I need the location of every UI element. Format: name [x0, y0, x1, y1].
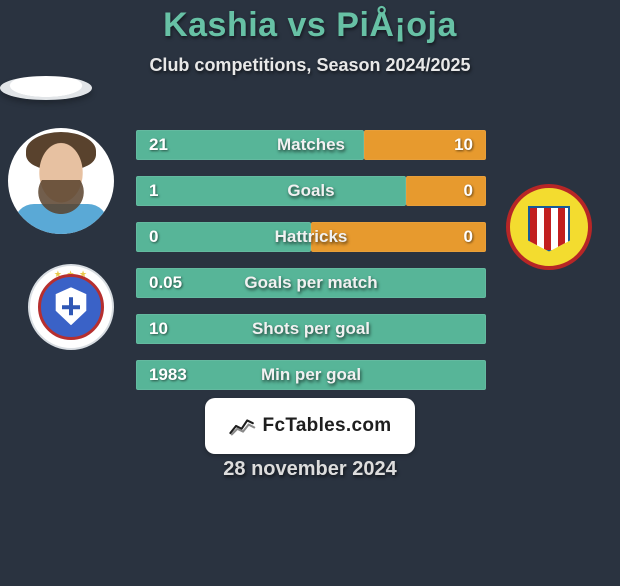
subtitle: Club competitions, Season 2024/2025 — [0, 55, 620, 76]
bar-row: 1983Min per goal — [136, 360, 486, 390]
brand-box[interactable]: FcTables.com — [205, 398, 415, 454]
bar-row: 10Goals — [136, 176, 486, 206]
bar-left-value: 1 — [149, 181, 158, 201]
bar-left: 1 — [136, 176, 406, 206]
brand-text: FcTables.com — [263, 415, 392, 437]
club-badge-right — [506, 184, 592, 270]
bar-right-value: 10 — [454, 135, 473, 155]
bar-left: 1983 — [136, 360, 486, 390]
bar-row: 00Hattricks — [136, 222, 486, 252]
bar-left: 0 — [136, 222, 311, 252]
bar-right: 10 — [364, 130, 486, 160]
bar-right: 0 — [406, 176, 486, 206]
bar-left: 0.05 — [136, 268, 486, 298]
bar-row: 2110Matches — [136, 130, 486, 160]
fctables-logo-icon — [229, 416, 257, 436]
bar-row: 10Shots per goal — [136, 314, 486, 344]
bar-right-value: 0 — [464, 181, 473, 201]
bar-left-value: 0.05 — [149, 273, 182, 293]
club-badge-left: ★ ★ ★ — [28, 264, 114, 350]
bar-left-value: 1983 — [149, 365, 187, 385]
bar-row: 0.05Goals per match — [136, 268, 486, 298]
bar-right-value: 0 — [464, 227, 473, 247]
player-right-photo — [0, 76, 92, 100]
page-title: Kashia vs PiÅ¡oja — [0, 6, 620, 45]
bar-right: 0 — [311, 222, 486, 252]
bar-left-value: 21 — [149, 135, 168, 155]
bar-left: 21 — [136, 130, 364, 160]
comparison-bars: 2110Matches10Goals00Hattricks0.05Goals p… — [136, 130, 486, 406]
bar-left-value: 0 — [149, 227, 158, 247]
player-left-photo — [8, 128, 114, 234]
bar-left: 10 — [136, 314, 486, 344]
bar-left-value: 10 — [149, 319, 168, 339]
date-text: 28 november 2024 — [0, 458, 620, 481]
